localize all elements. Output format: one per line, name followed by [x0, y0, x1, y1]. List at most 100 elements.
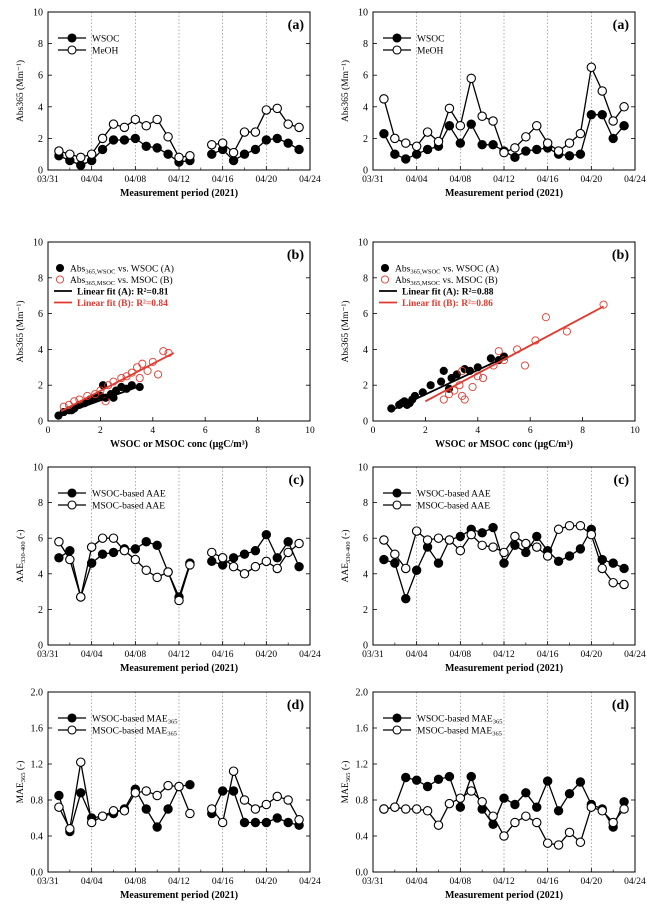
- x-axis-label: Measurement period (2021): [120, 663, 238, 674]
- data-point: [207, 149, 217, 159]
- data-point: [455, 802, 466, 812]
- x-tick-label: 10: [630, 426, 640, 436]
- data-point: [422, 781, 433, 792]
- data-point: [108, 533, 119, 543]
- y-tick-label: 8: [363, 498, 368, 509]
- data-point: [379, 128, 389, 139]
- legend-label: WSOC-based MAE365: [92, 715, 177, 726]
- legend: WSOC MeOH: [58, 33, 119, 57]
- data-point: [141, 121, 152, 131]
- data-point: [54, 802, 64, 812]
- data-point: [163, 149, 173, 159]
- y-tick-label: 10: [33, 8, 43, 19]
- data-point: [163, 132, 173, 142]
- data-point: [86, 817, 97, 828]
- data-point: [217, 138, 228, 148]
- y-tick-label: 0: [38, 641, 43, 652]
- y-tick-label: 0.8: [356, 796, 369, 807]
- x-tick-label: 03/31: [362, 650, 384, 660]
- data-point: [422, 144, 433, 155]
- data-point: [455, 121, 466, 131]
- data-point: [531, 817, 542, 828]
- data-point: [54, 790, 64, 801]
- data-point: [159, 347, 168, 356]
- fit-line: [424, 305, 604, 403]
- x-tick-label: 03/31: [37, 877, 59, 887]
- y-tick-label: 2: [363, 134, 368, 145]
- data-point: [261, 817, 272, 828]
- data-point: [108, 135, 119, 145]
- x-tick-label: 04/16: [537, 650, 559, 660]
- series-b: [379, 520, 629, 590]
- y-tick-label: 2: [38, 381, 43, 392]
- fit-line: [55, 384, 143, 418]
- data-point: [553, 556, 564, 567]
- x-tick-label: 04/04: [81, 650, 103, 660]
- data-point: [96, 386, 105, 395]
- data-point: [65, 554, 75, 565]
- data-point: [521, 547, 531, 558]
- data-point: [228, 155, 239, 166]
- data-point: [54, 146, 64, 156]
- panel-c_left: 0 2 4 6 8 10 03/31 04/04 04/08 04/12 04/16 04/20 04/…: [15, 463, 321, 675]
- data-point: [207, 556, 217, 567]
- data-point: [426, 381, 435, 390]
- data-point: [553, 840, 564, 850]
- data-point: [477, 540, 487, 551]
- data-point: [458, 366, 467, 375]
- y-axis-label: Abs365 (Mm⁻¹): [15, 301, 26, 363]
- data-point: [411, 141, 422, 152]
- data-point: [575, 777, 586, 787]
- data-point: [65, 824, 75, 834]
- data-point: [575, 520, 586, 531]
- data-point: [54, 537, 64, 547]
- x-tick-label: 04/04: [406, 650, 428, 660]
- data-point: [510, 540, 520, 551]
- y-tick-label: 6: [363, 71, 368, 82]
- data-point: [76, 152, 86, 163]
- series-b: [54, 533, 304, 606]
- data-point: [272, 133, 282, 144]
- data-point: [532, 802, 542, 812]
- legend-label: Abs365,WSOC vs. WSOC (A): [395, 264, 499, 276]
- data-point: [477, 140, 487, 150]
- data-point: [152, 790, 162, 801]
- data-point: [422, 806, 433, 816]
- legend-marker: [392, 713, 402, 723]
- y-tick-label: 0: [363, 641, 368, 652]
- data-point: [433, 774, 444, 784]
- legend-marker: [380, 263, 390, 273]
- plot-frame: [372, 241, 636, 422]
- data-point: [608, 577, 618, 588]
- panel-tag: (c): [288, 473, 304, 488]
- y-tick-label: 2: [38, 134, 43, 145]
- data-point: [564, 520, 575, 531]
- legend-label: Linear fit (B): R²=0.84: [77, 298, 168, 309]
- legend-label: Linear fit (B): R²=0.86: [402, 298, 493, 309]
- data-point: [141, 804, 151, 814]
- data-point: [619, 102, 629, 112]
- x-tick-label: 04/12: [168, 175, 190, 185]
- data-point: [119, 545, 130, 556]
- legend: WSOC MeOH: [383, 33, 444, 57]
- data-point: [379, 535, 389, 545]
- panel-tag: (a): [613, 18, 630, 33]
- data-point: [250, 804, 261, 814]
- data-point: [433, 533, 444, 543]
- data-point: [466, 119, 476, 129]
- data-point: [499, 558, 509, 568]
- data-point: [510, 531, 520, 542]
- y-tick-label: 2.0: [356, 688, 369, 699]
- data-point: [411, 149, 422, 159]
- series-a: [379, 110, 629, 164]
- data-point: [619, 121, 629, 131]
- data-point: [586, 802, 597, 812]
- data-point: [294, 538, 304, 549]
- x-tick-label: 04/16: [212, 650, 234, 660]
- data-point: [163, 780, 173, 791]
- legend-marker: [392, 45, 402, 55]
- y-tick-label: 1.2: [356, 760, 369, 771]
- data-point: [553, 806, 564, 816]
- y-tick-label: 6: [38, 309, 43, 320]
- panel-tag: (c): [613, 473, 629, 488]
